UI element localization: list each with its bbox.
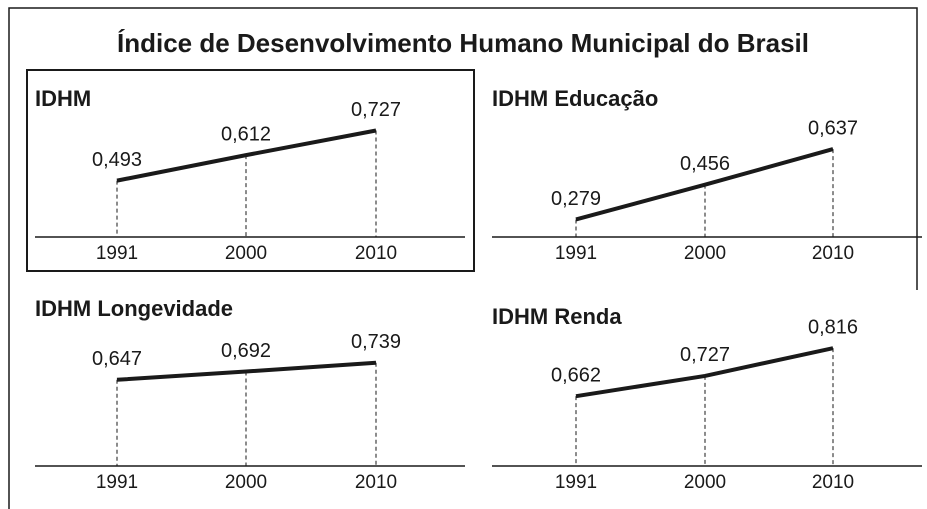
x-tick-label: 1991: [555, 472, 597, 493]
x-tick-label: 2010: [812, 243, 854, 264]
series-line: [116, 360, 377, 382]
data-label: 0,612: [221, 123, 271, 145]
data-label: 0,727: [680, 344, 730, 366]
series-line: [116, 128, 377, 183]
x-tick-label: 2000: [684, 472, 726, 493]
data-label: 0,637: [808, 117, 858, 139]
x-tick-label: 1991: [96, 243, 138, 264]
x-tick-label: 2010: [355, 243, 397, 264]
panel-title: IDHM Longevidade: [35, 296, 233, 321]
series-line: [575, 147, 834, 222]
x-tick-label: 2000: [684, 243, 726, 264]
data-label: 0,739: [351, 331, 401, 353]
panel-title: IDHM Renda: [492, 304, 622, 329]
outer-frame: [8, 7, 918, 509]
x-tick-label: 2000: [225, 243, 267, 264]
panel-frame: [26, 69, 475, 272]
data-label: 0,727: [351, 99, 401, 121]
data-label: 0,456: [680, 153, 730, 175]
x-tick-label: 2010: [812, 472, 854, 493]
data-label: 0,662: [551, 364, 601, 386]
x-tick-label: 2000: [225, 472, 267, 493]
data-label: 0,493: [92, 149, 142, 171]
data-label: 0,647: [92, 348, 142, 370]
data-label: 0,279: [551, 188, 601, 210]
data-label: 0,692: [221, 340, 271, 362]
panel-title: IDHM Educação: [492, 86, 658, 111]
panel-title: IDHM: [35, 86, 91, 111]
page-title: Índice de Desenvolvimento Humano Municip…: [117, 28, 809, 58]
data-label: 0,816: [808, 316, 858, 338]
x-tick-label: 2010: [355, 472, 397, 493]
series-line: [575, 346, 834, 399]
x-tick-label: 1991: [555, 243, 597, 264]
x-tick-label: 1991: [96, 472, 138, 493]
